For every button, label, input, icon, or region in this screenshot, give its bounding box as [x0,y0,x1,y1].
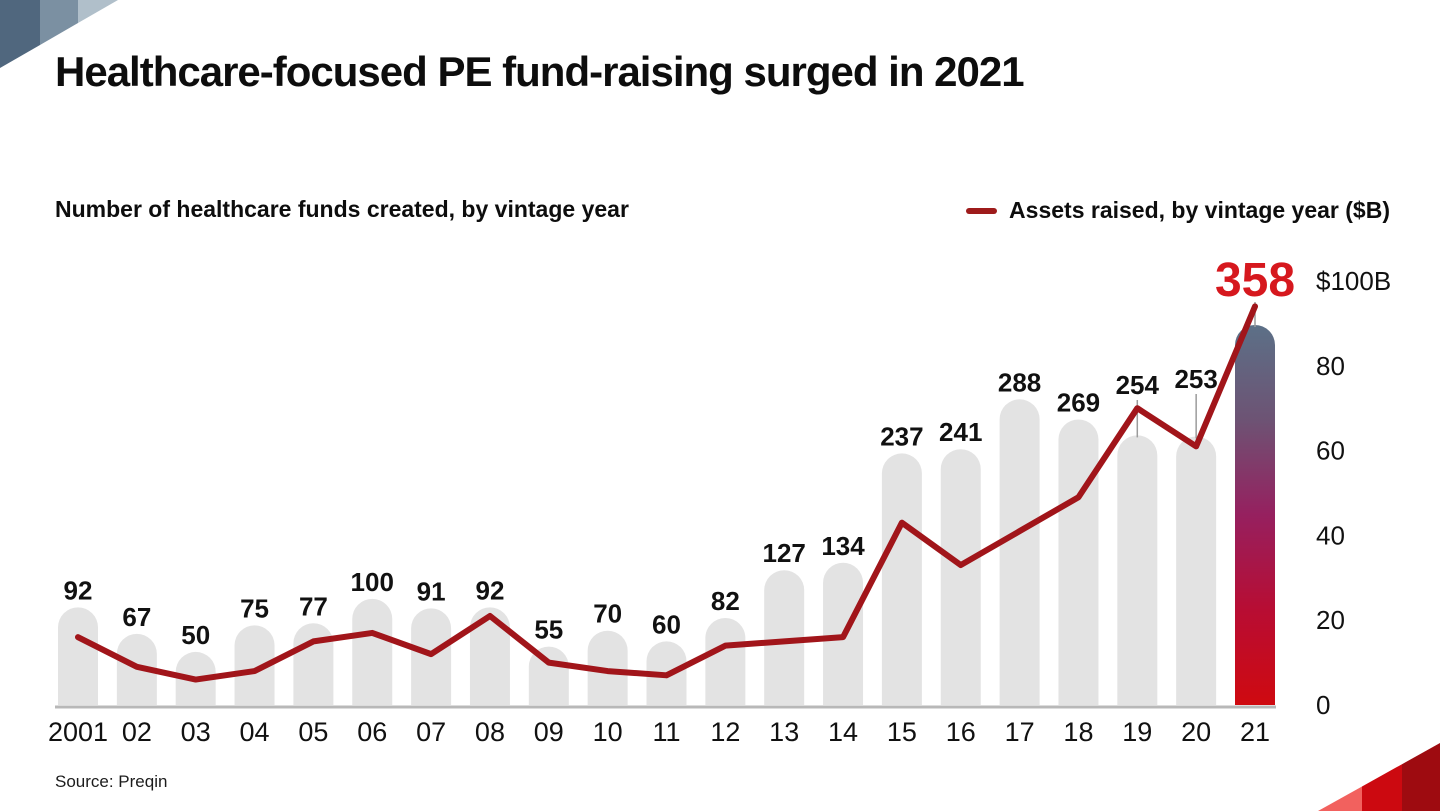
x-axis-label: 09 [534,717,564,747]
y-axis-tick-label: $100B [1316,266,1391,296]
x-axis-label: 08 [475,717,505,747]
bar-11 [646,641,687,705]
x-axis-label: 18 [1063,717,1093,747]
bar-value-label: 241 [939,417,982,447]
x-axis-label: 04 [240,717,270,747]
x-axis-label: 17 [1005,717,1035,747]
bar-05 [293,623,334,705]
bar-value-label: 288 [998,367,1041,397]
legend-line-swatch [966,207,998,214]
bar-value-label: 100 [351,567,394,597]
y-axis-tick-label: 40 [1316,520,1345,550]
bar-value-label: 91 [417,576,446,606]
legend-label: Assets raised, by vintage year ($B) [1009,197,1390,223]
chart-subtitle: Number of healthcare funds created, by v… [55,196,629,222]
x-axis-label: 06 [357,717,387,747]
bar-07 [411,608,452,705]
bar-value-label: 237 [880,421,923,451]
bar-value-label: 253 [1174,364,1217,394]
bar-02 [116,633,157,705]
bar-19 [1117,435,1158,705]
bar-17 [999,399,1040,705]
x-axis-label: 03 [181,717,211,747]
bar-13 [764,570,805,705]
legend: Assets raised, by vintage year ($B) [966,197,1390,224]
x-axis-label: 10 [593,717,623,747]
bar-03 [175,651,216,705]
bar-value-label: 254 [1116,370,1160,400]
bar-value-label: 269 [1057,387,1100,417]
bar-value-label: 55 [534,615,563,645]
source-note: Source: Preqin [55,772,168,791]
x-axis-label: 19 [1122,717,1152,747]
bar-14 [823,562,864,705]
bar-20 [1176,436,1217,705]
x-axis-label: 2001 [48,717,108,747]
bar-value-label: 92 [64,575,93,605]
x-axis-label: 12 [710,717,740,747]
bar-value-label: 67 [122,602,151,632]
assets-line [75,303,1258,683]
bar-value-label: 134 [821,531,865,561]
corner-band-dark-red [1402,743,1440,811]
bar-value-label: 127 [763,538,806,568]
x-axis-label: 07 [416,717,446,747]
x-axis-label: 02 [122,717,152,747]
bar-04 [234,625,275,705]
x-axis-label: 21 [1240,717,1270,747]
x-axis-label: 13 [769,717,799,747]
bar-value-label: 82 [711,586,740,616]
corner-band-dark [0,0,40,68]
x-axis-label: 20 [1181,717,1211,747]
bar-16 [940,449,981,705]
corner-decoration-bottom-right [1318,743,1440,811]
corner-band-light-red [1318,786,1362,811]
y-axis-tick-label: 0 [1316,690,1330,720]
bar-21 [1235,325,1275,705]
bar-2001 [58,607,98,705]
bar-15 [881,453,922,705]
x-axis-label: 11 [652,717,680,747]
bar-value-label: 70 [593,599,622,629]
bar-value-label: 358 [1215,254,1295,307]
bar-value-label: 75 [240,593,269,623]
bar-06 [352,598,393,705]
x-axis-label: 14 [828,717,858,747]
bar-value-label: 77 [299,591,328,621]
corner-band-red [1362,764,1402,811]
corner-decoration-top-left [0,0,118,68]
corner-band-mid [40,0,78,45]
bar-value-label: 92 [475,575,504,605]
x-axis-label: 16 [946,717,976,747]
page-title: Healthcare-focused PE fund-raising surge… [55,48,1025,95]
x-axis-label: 15 [887,717,917,747]
bar-value-label: 50 [181,620,210,650]
bar-10 [587,630,628,705]
y-axis-tick-label: 60 [1316,436,1345,466]
bar-value-label: 60 [652,609,681,639]
bar-09 [528,646,569,705]
y-axis-tick-label: 20 [1316,605,1345,635]
y-axis-tick-label: 80 [1316,351,1345,381]
bar-08 [469,607,510,705]
bar-18 [1058,419,1099,705]
bar-12 [705,617,746,705]
corner-band-light [78,0,118,23]
x-axis-label: 05 [298,717,328,747]
